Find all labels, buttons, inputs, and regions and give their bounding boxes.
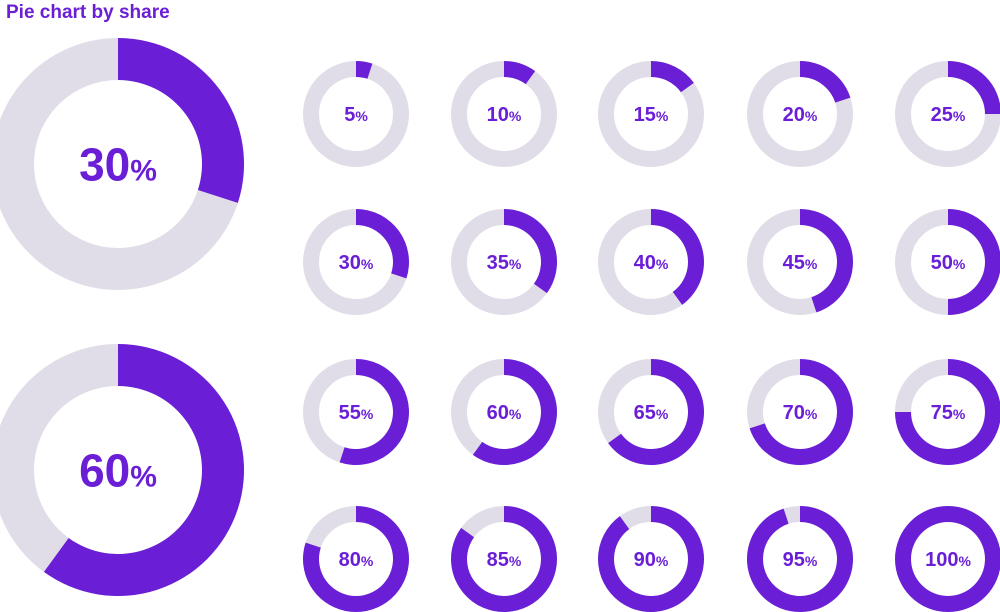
donut-value-label: 30% [339,252,374,274]
donut-slice [339,359,409,465]
small-donut: 80% [303,506,409,612]
donut-value-label: 15% [634,104,669,126]
donut-slice [895,359,1000,465]
donut-slice [747,506,853,612]
donut-slice [800,61,851,103]
donut-value-label: 25% [931,104,966,126]
small-donut: 45% [747,209,853,315]
donut-value-label: 30% [79,139,157,191]
large-donut: 60% [0,344,244,596]
donut-value-label: 55% [339,402,374,424]
donut-slice [356,209,409,279]
donut-slice [895,506,1000,612]
small-donut: 95% [747,506,853,612]
donut-value-label: 85% [487,549,522,571]
donut-slice [651,61,694,93]
small-donut: 40% [598,209,704,315]
donut-value-label: 75% [931,402,966,424]
small-donut: 35% [451,209,557,315]
donut-value-label: 95% [783,549,818,571]
donut-value-label: 45% [783,252,818,274]
donut-value-label: 35% [487,252,522,274]
donut-slice [948,209,1000,315]
small-donut: 70% [747,359,853,465]
donut-slice [356,61,373,79]
donut-value-label: 60% [79,445,157,497]
donut-slice [303,506,409,612]
donut-slice [948,61,1000,114]
page-title: Pie chart by share [6,2,170,23]
large-donut: 30% [0,38,244,290]
small-donut: 5% [303,61,409,167]
donut-value-label: 90% [634,549,669,571]
small-donut: 55% [303,359,409,465]
small-donut: 25% [895,61,1000,167]
small-donut: 20% [747,61,853,167]
donut-slice [504,209,557,294]
donut-value-label: 100% [925,549,971,571]
donut-slice [451,506,557,612]
donut-slice [800,209,853,313]
small-donut: 60% [451,359,557,465]
donut-slice [118,38,244,203]
donut-value-label: 50% [931,252,966,274]
donut-slice [598,506,704,612]
small-donut: 15% [598,61,704,167]
donut-value-label: 5% [344,104,368,126]
donut-slice [504,61,536,85]
donut-slice [651,209,704,305]
donut-value-label: 60% [487,402,522,424]
donut-value-label: 10% [487,104,522,126]
small-donut: 85% [451,506,557,612]
small-donut: 65% [598,359,704,465]
donut-slice [472,359,557,465]
small-donut: 10% [451,61,557,167]
donut-slice [749,359,853,465]
donut-value-label: 70% [783,402,818,424]
donut-value-label: 80% [339,549,374,571]
small-donut: 30% [303,209,409,315]
small-donut: 75% [895,359,1000,465]
donut-slice [43,344,244,596]
donut-value-label: 65% [634,402,669,424]
donut-value-label: 20% [783,104,818,126]
donut-value-label: 40% [634,252,669,274]
donut-slice [608,359,704,465]
small-donut: 90% [598,506,704,612]
small-donut: 100% [895,506,1000,612]
small-donut: 50% [895,209,1000,315]
